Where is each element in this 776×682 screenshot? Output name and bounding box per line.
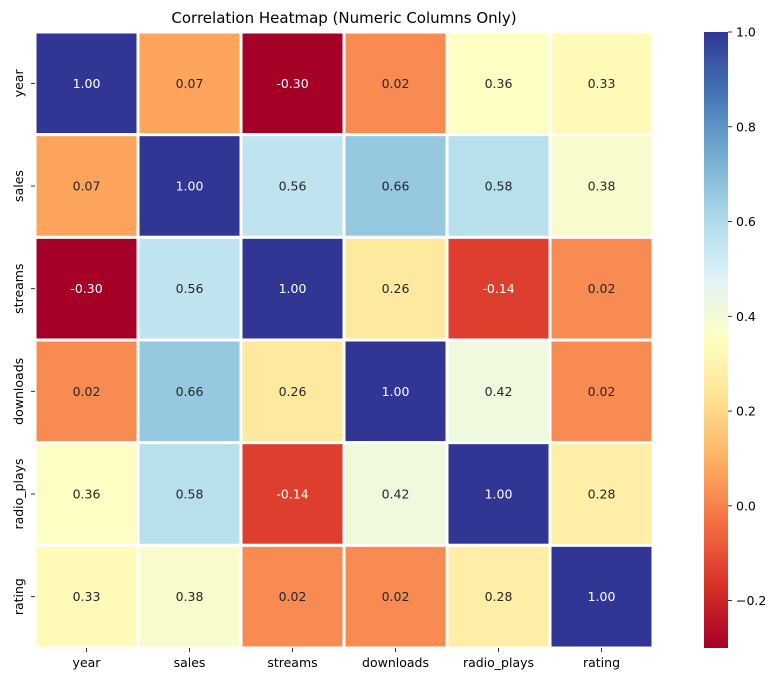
heatmap-cell — [342, 133, 449, 239]
cell-value-label: 0.02 — [382, 76, 410, 91]
cell-value-label: 0.33 — [588, 76, 616, 91]
heatmap-cell — [548, 133, 655, 239]
y-tick-label: sales — [11, 170, 26, 202]
cell-value-label: 0.56 — [279, 179, 307, 194]
cell-value-label: 0.28 — [485, 589, 513, 604]
heatmap-cell — [548, 235, 655, 342]
cell-value-label: -0.14 — [482, 281, 514, 296]
cell-value-label: 0.07 — [176, 76, 204, 91]
cell-value-label: 0.26 — [382, 281, 410, 296]
heatmap-cell — [445, 338, 552, 445]
cell-value-label: 1.00 — [588, 589, 616, 604]
colorbar-tick-label: 0.8 — [736, 119, 756, 134]
cell-value-label: 0.33 — [73, 589, 101, 604]
cell-value-label: 0.28 — [588, 487, 616, 502]
heatmap-cell — [33, 543, 140, 650]
colorbar-gradient — [704, 32, 728, 648]
y-tick-label: streams — [11, 264, 26, 314]
heatmap-cell — [136, 133, 243, 239]
x-tick-label: sales — [174, 655, 206, 670]
cell-value-label: 1.00 — [485, 487, 513, 502]
heatmap-cell — [548, 441, 655, 547]
cell-value-label: 0.56 — [176, 281, 204, 296]
heatmap-cell — [239, 441, 346, 547]
cell-value-label: 0.36 — [73, 487, 101, 502]
x-axis: year sales streams downloads radio_plays rati… — [73, 648, 620, 670]
heatmap-cell — [136, 30, 243, 137]
chart-title: Correlation Heatmap (Numeric Columns Onl… — [171, 9, 516, 27]
cell-value-label: 0.02 — [588, 281, 616, 296]
heatmap-cell — [239, 338, 346, 445]
heatmap-cell — [548, 338, 655, 445]
cell-value-label: 0.38 — [176, 589, 204, 604]
cell-value-label: 0.26 — [279, 384, 307, 399]
y-tick-label: year — [11, 69, 26, 98]
heatmap-cell — [445, 441, 552, 547]
cell-value-label: -0.30 — [276, 76, 308, 91]
cell-value-label: 0.38 — [588, 179, 616, 194]
cell-value-label: 0.36 — [485, 76, 513, 91]
cell-value-label: 1.00 — [279, 281, 307, 296]
colorbar-tick-label: 0.2 — [736, 404, 756, 419]
y-axis: year sales streams downloads radio_playsrati… — [11, 69, 35, 615]
cell-value-label: 1.00 — [176, 179, 204, 194]
y-tick-label: rating — [11, 578, 26, 615]
cell-value-label: -0.14 — [276, 487, 308, 502]
heatmap-cells: 1.00 0.07 -0.30 0.02 0.36 0.33 0.07 1.00 0.56 0.6… — [33, 30, 655, 650]
cell-value-label: 0.66 — [176, 384, 204, 399]
cell-value-label: 1.00 — [73, 76, 101, 91]
heatmap-cell — [136, 235, 243, 342]
cell-value-label: 0.02 — [588, 384, 616, 399]
x-tick-label: rating — [583, 655, 620, 670]
heatmap-cell — [342, 235, 449, 342]
cell-value-label: 0.02 — [73, 384, 101, 399]
cell-value-label: 0.58 — [176, 487, 204, 502]
colorbar-tick-label: 0.0 — [736, 498, 756, 513]
cell-value-label: 0.58 — [485, 179, 513, 194]
colorbar-tick-label: 0.6 — [736, 214, 756, 229]
y-tick-label: downloads — [11, 358, 26, 425]
colorbar: −0.2 0.0 0.2 0.4 0.6 0.8 1.0 — [704, 25, 766, 648]
colorbar-tick-label: −0.2 — [736, 593, 766, 608]
cell-value-label: 0.42 — [382, 487, 410, 502]
colorbar-tick-label: 0.4 — [736, 309, 756, 324]
heatmap-cell — [445, 235, 552, 342]
heatmap-cell — [136, 338, 243, 445]
cell-value-label: 0.07 — [73, 179, 101, 194]
cell-value-label: 0.42 — [485, 384, 513, 399]
x-tick-label: streams — [267, 655, 317, 670]
cell-value-label: 1.00 — [382, 384, 410, 399]
heatmap-cell — [33, 338, 140, 445]
colorbar-tick-label: 1.0 — [736, 25, 756, 40]
cell-value-label: 0.02 — [279, 589, 307, 604]
cell-value-label: 0.02 — [382, 589, 410, 604]
x-tick-label: radio_plays — [463, 655, 534, 670]
y-tick-label: radio_plays — [11, 458, 26, 529]
heatmap-cell — [342, 338, 449, 445]
x-tick-label: year — [73, 655, 102, 670]
heatmap-cell — [548, 30, 655, 137]
cell-value-label: -0.30 — [70, 281, 102, 296]
cell-value-label: 0.66 — [382, 179, 410, 194]
x-tick-label: downloads — [362, 655, 429, 670]
heatmap-cell — [548, 543, 655, 650]
